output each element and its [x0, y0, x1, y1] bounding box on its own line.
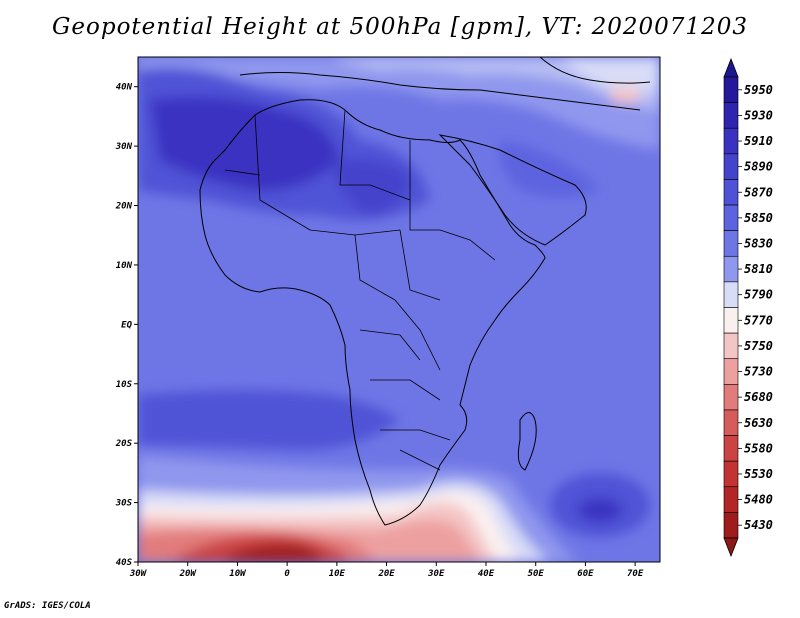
lat-label: 30S: [115, 499, 133, 509]
lon-label: 40E: [478, 569, 495, 579]
longitude-axis: 30W 20W 10W 0 10E 20E 30E 40E 50E 60E 70E: [129, 562, 644, 579]
colorbar-bottom-arrow: [723, 537, 739, 558]
colorbar-swatch: [723, 127, 739, 155]
colorbar-swatch: [723, 102, 739, 129]
lat-label: 20N: [115, 202, 133, 212]
colorbar-label: 5680: [744, 390, 773, 404]
lon-label: 70E: [627, 569, 644, 579]
coastlines: [199, 57, 651, 526]
colorbar-swatch: [723, 409, 739, 436]
colorbar-swatch: [723, 76, 739, 103]
lat-label: EQ: [121, 320, 132, 330]
colorbar-swatch: [723, 358, 739, 385]
colorbar-swatch: [723, 179, 739, 206]
colorbar-swatch: [723, 281, 739, 308]
colorbar-swatch: [723, 307, 739, 334]
colorbar-swatch: [723, 512, 739, 539]
lon-label: 20E: [377, 569, 395, 579]
colorbar-swatch: [723, 435, 739, 462]
colorbar-swatch: [723, 255, 739, 283]
page-title: Geopotential Height at 500hPa [gpm], VT:…: [52, 14, 748, 40]
colorbar-swatch: [723, 460, 739, 488]
lon-label: 10W: [229, 569, 247, 579]
map-frame: [137, 56, 661, 563]
lat-label: 20S: [115, 439, 133, 449]
colorbar-swatch: [723, 332, 739, 360]
lat-label: 40S: [116, 558, 133, 568]
arabia-coastline: [438, 134, 587, 246]
colorbar-swatch: [723, 153, 739, 180]
country-borders: [224, 109, 496, 471]
colorbar-label: 5430: [744, 518, 773, 532]
mediterranean-coastline: [239, 72, 641, 111]
colorbar-label: 5810: [744, 262, 773, 276]
lat-label: 10N: [116, 261, 133, 271]
colorbar-label: 5850: [744, 211, 773, 225]
lat-label: 40N: [116, 83, 133, 93]
colorbar-swatch: [723, 384, 739, 411]
colorbar-label: 5910: [744, 134, 773, 148]
lon-label: 10E: [329, 569, 346, 579]
colorbar-label: 5580: [744, 441, 773, 455]
geopotential-field: [138, 57, 660, 562]
madagascar-coastline: [517, 412, 537, 471]
lon-label: 0: [284, 569, 290, 579]
colorbar-swatch: [723, 230, 739, 257]
lat-label: 10S: [116, 380, 133, 390]
colorbar-label: 5930: [744, 108, 773, 122]
caspian-coastline: [539, 57, 651, 84]
colorbar-swatch: [723, 486, 739, 513]
colorbar-label: 5630: [744, 416, 773, 430]
colorbar-label: 5770: [744, 313, 773, 327]
colorbar-label: 5890: [744, 160, 773, 174]
colorbar-label: 5950: [744, 83, 773, 97]
colorbar-label: 5480: [744, 493, 773, 507]
africa-coastline: [199, 99, 546, 526]
lat-label: 30N: [115, 142, 133, 152]
colorbar-label: 5870: [744, 185, 773, 199]
colorbar-label: 5530: [744, 467, 773, 481]
lon-label: 50E: [528, 569, 545, 579]
lon-label: 60E: [577, 569, 594, 579]
latitude-axis: 40N 30N 20N 10N EQ 10S 20S 30S 40S: [115, 83, 138, 568]
colorbar-swatch: [723, 204, 739, 231]
lon-label: 30E: [427, 569, 445, 579]
lon-label: 30W: [129, 569, 148, 579]
grads-credit: GrADS: IGES/COLA: [4, 601, 91, 611]
colorbar: 5950 5930 5910 5890 5870 5850 5830 5810 5790 5770…: [723, 57, 773, 558]
lon-label: 20W: [179, 569, 198, 579]
colorbar-label: 5730: [744, 365, 773, 379]
colorbar-label: 5750: [744, 339, 773, 353]
colorbar-label: 5790: [744, 288, 773, 302]
colorbar-label: 5830: [744, 236, 773, 250]
colorbar-top-arrow: [723, 57, 739, 78]
